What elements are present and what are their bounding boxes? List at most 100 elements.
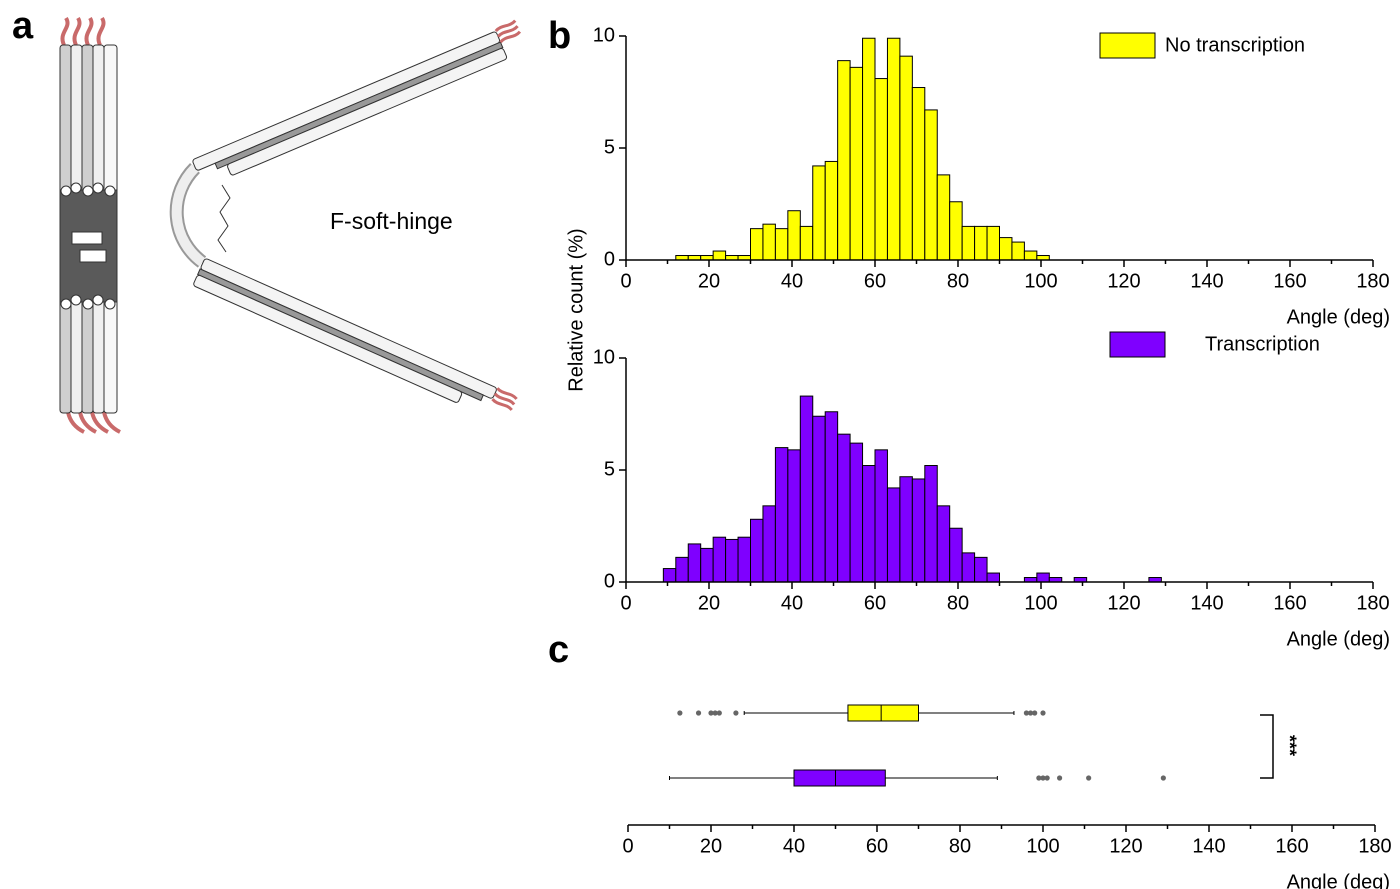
straight-bundle — [59, 16, 121, 434]
outlier — [1027, 710, 1034, 716]
histogram-bar — [936, 505, 951, 583]
histogram-bar — [961, 225, 976, 261]
histogram-bar — [862, 37, 876, 261]
panel-label: b — [548, 15, 571, 57]
histogram-bar — [1011, 241, 1025, 261]
outlier — [1057, 775, 1063, 781]
histogram-bar — [936, 174, 951, 261]
histogram-bar — [974, 556, 988, 583]
histogram-bar — [924, 465, 938, 583]
histogram-bar — [837, 60, 851, 261]
outlier — [1160, 775, 1166, 781]
significance-bracket — [1260, 714, 1274, 779]
x-tick-label: 60 — [864, 592, 886, 614]
x-tick-label: 100 — [1026, 835, 1059, 857]
x-tick-label: 160 — [1273, 592, 1306, 614]
histogram-bar — [961, 552, 976, 583]
histogram-bar — [986, 225, 1000, 261]
histogram-bar — [862, 465, 876, 583]
histogram-bar — [899, 55, 913, 261]
outlier — [695, 710, 702, 716]
histogram-bar — [737, 536, 751, 583]
outlier — [1040, 710, 1046, 716]
histogram-bar — [924, 109, 938, 261]
y-tick-label: 0 — [604, 570, 615, 592]
x-tick-label: 20 — [698, 270, 720, 292]
y-tick-label: 5 — [604, 136, 615, 158]
outlier — [1044, 775, 1050, 781]
y-tick-label: 10 — [593, 24, 615, 46]
histogram-bar — [824, 160, 839, 261]
x-tick-label: 20 — [698, 592, 720, 614]
histogram-bar — [886, 487, 901, 583]
x-tick-label: 20 — [700, 835, 722, 857]
y-tick-label: 5 — [604, 458, 615, 480]
histogram-bar — [812, 415, 826, 583]
x-tick-label: 120 — [1107, 592, 1140, 614]
outlier — [1023, 710, 1029, 716]
x-tick-label: 120 — [1107, 270, 1140, 292]
outlier — [708, 710, 714, 716]
hinge-structure — [169, 19, 522, 411]
x-tick-label: 160 — [1273, 270, 1306, 292]
x-tick-label: 80 — [949, 835, 971, 857]
x-tick-label: 40 — [783, 835, 805, 857]
histogram-bar — [750, 518, 764, 583]
outlier — [1032, 710, 1038, 716]
histogram-bar — [1036, 572, 1050, 583]
y-tick-label: 0 — [604, 248, 615, 270]
histogram-bar — [712, 250, 727, 261]
histogram-bar — [774, 447, 789, 583]
x-tick-label: 140 — [1190, 270, 1223, 292]
histogram-bar — [787, 210, 801, 261]
histogram-bar — [700, 547, 714, 583]
histogram-bar — [886, 37, 901, 261]
histogram-bar — [999, 237, 1013, 261]
histogram-bar — [986, 572, 1000, 583]
histogram-bar — [974, 225, 988, 261]
histogram-bar — [874, 78, 888, 261]
box — [793, 769, 886, 787]
histogram-bar — [911, 478, 926, 583]
histogram-bar — [712, 536, 727, 583]
histogram-bar — [911, 87, 926, 261]
x-tick-label: 0 — [620, 592, 631, 614]
histogram-bar — [762, 505, 776, 583]
box — [847, 704, 920, 722]
legend-swatch — [1099, 32, 1156, 59]
histogram-bar — [725, 538, 739, 583]
panel-label: c — [548, 629, 569, 671]
x-tick-label: 60 — [864, 270, 886, 292]
x-tick-label: 100 — [1024, 270, 1057, 292]
histogram-bar — [949, 527, 963, 583]
outlier — [1086, 775, 1092, 781]
x-tick-label: 180 — [1358, 835, 1391, 857]
legend-swatch — [1109, 331, 1166, 358]
outlier — [677, 710, 683, 716]
x-tick-label: 0 — [620, 270, 631, 292]
outlier — [712, 710, 718, 716]
x-tick-label: 140 — [1192, 835, 1225, 857]
histogram-bar — [824, 411, 839, 583]
histogram-bar — [687, 543, 702, 583]
histogram-bar — [899, 476, 913, 583]
x-tick-label: 80 — [947, 270, 969, 292]
histogram-bar — [949, 201, 963, 261]
outlier — [716, 710, 722, 716]
x-tick-label: 40 — [781, 592, 803, 614]
x-tick-label: 80 — [947, 592, 969, 614]
x-tick-label: 40 — [781, 270, 803, 292]
x-tick-label: 140 — [1190, 592, 1223, 614]
histogram-bar — [662, 568, 677, 583]
x-tick-label: 160 — [1275, 835, 1308, 857]
significance-label: *** — [1279, 735, 1299, 756]
outlier — [733, 710, 739, 716]
x-tick-label: 120 — [1109, 835, 1142, 857]
y-tick-label: 10 — [593, 346, 615, 368]
outlier — [1036, 775, 1042, 781]
histogram-bar — [874, 449, 888, 583]
histogram-bar — [774, 228, 789, 261]
panel-label: a — [12, 5, 34, 47]
legend-label: Transcription — [1205, 333, 1320, 355]
